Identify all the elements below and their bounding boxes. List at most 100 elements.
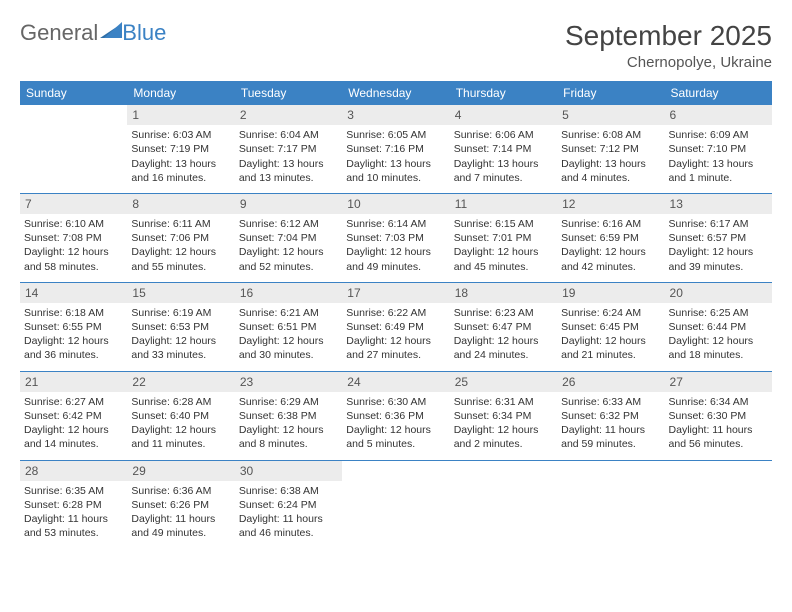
day-number: 26 xyxy=(557,372,664,392)
calendar-cell: 13Sunrise: 6:17 AMSunset: 6:57 PMDayligh… xyxy=(665,193,772,282)
calendar-cell: 4 Sunrise: 6:06 AMSunset: 7:14 PMDaylight… xyxy=(450,105,557,193)
weekday-header: Wednesday xyxy=(342,81,449,105)
day-number: 22 xyxy=(127,372,234,392)
logo-text-general: General xyxy=(20,20,98,46)
day-number: 11 xyxy=(450,194,557,214)
calendar-row: 21 Sunrise: 6:27 AMSunset: 6:42 PMDayligh… xyxy=(20,371,772,460)
calendar-cell: 14 Sunrise: 6:18 AMSunset: 6:55 PMDayligh… xyxy=(20,282,127,371)
day-number: 24 xyxy=(342,372,449,392)
day-info: Sunrise: 6:24 AMSunset: 6:45 PMDaylight:… xyxy=(561,306,660,363)
day-number: 9 xyxy=(235,194,342,214)
day-number: 2 xyxy=(235,105,342,125)
day-info: Sunrise: 6:06 AMSunset: 7:14 PMDaylight:… xyxy=(454,128,553,185)
calendar-cell xyxy=(450,460,557,548)
day-number: 19 xyxy=(557,283,664,303)
day-info: Sunrise: 6:05 AMSunset: 7:16 PMDaylight:… xyxy=(346,128,445,185)
calendar-cell: 23 Sunrise: 6:29 AMSunset: 6:38 PMDayligh… xyxy=(235,371,342,460)
day-number: 6 xyxy=(665,105,772,125)
logo: General Blue xyxy=(20,20,166,46)
weekday-header: Saturday xyxy=(665,81,772,105)
calendar-cell: 5 Sunrise: 6:08 AMSunset: 7:12 PMDaylight… xyxy=(557,105,664,193)
day-info: Sunrise: 6:29 AMSunset: 6:38 PMDaylight:… xyxy=(239,395,338,452)
calendar-cell: 26 Sunrise: 6:33 AMSunset: 6:32 PMDayligh… xyxy=(557,371,664,460)
day-info: Sunrise: 6:36 AMSunset: 6:26 PMDaylight:… xyxy=(131,484,230,541)
day-info: Sunrise: 6:25 AMSunset: 6:44 PMDaylight:… xyxy=(669,306,768,363)
day-number: 4 xyxy=(450,105,557,125)
day-info: Sunrise: 6:14 AMSunset: 7:03 PMDaylight:… xyxy=(346,217,445,274)
calendar-cell xyxy=(20,105,127,193)
calendar-cell: 18Sunrise: 6:23 AMSunset: 6:47 PMDayligh… xyxy=(450,282,557,371)
day-number: 27 xyxy=(665,372,772,392)
calendar-cell: 1Sunrise: 6:03 AMSunset: 7:19 PMDaylight… xyxy=(127,105,234,193)
day-number: 30 xyxy=(235,461,342,481)
day-info: Sunrise: 6:15 AMSunset: 7:01 PMDaylight:… xyxy=(454,217,553,274)
calendar-row: 7Sunrise: 6:10 AMSunset: 7:08 PMDaylight… xyxy=(20,193,772,282)
day-info: Sunrise: 6:10 AMSunset: 7:08 PMDaylight:… xyxy=(24,217,123,274)
calendar-cell: 15 Sunrise: 6:19 AMSunset: 6:53 PMDayligh… xyxy=(127,282,234,371)
calendar-cell: 11 Sunrise: 6:15 AMSunset: 7:01 PMDayligh… xyxy=(450,193,557,282)
calendar-cell: 21 Sunrise: 6:27 AMSunset: 6:42 PMDayligh… xyxy=(20,371,127,460)
day-info: Sunrise: 6:33 AMSunset: 6:32 PMDaylight:… xyxy=(561,395,660,452)
weekday-header-row: SundayMondayTuesdayWednesdayThursdayFrid… xyxy=(20,81,772,105)
calendar: SundayMondayTuesdayWednesdayThursdayFrid… xyxy=(20,81,772,548)
calendar-cell: 30 Sunrise: 6:38 AMSunset: 6:24 PMDayligh… xyxy=(235,460,342,548)
month-title: September 2025 xyxy=(565,20,772,52)
day-number: 23 xyxy=(235,372,342,392)
calendar-cell: 20 Sunrise: 6:25 AMSunset: 6:44 PMDayligh… xyxy=(665,282,772,371)
calendar-cell: 9Sunrise: 6:12 AMSunset: 7:04 PMDaylight… xyxy=(235,193,342,282)
day-info: Sunrise: 6:23 AMSunset: 6:47 PMDaylight:… xyxy=(454,306,553,363)
calendar-cell: 3 Sunrise: 6:05 AMSunset: 7:16 PMDaylight… xyxy=(342,105,449,193)
logo-text-blue: Blue xyxy=(122,20,166,46)
day-info: Sunrise: 6:30 AMSunset: 6:36 PMDaylight:… xyxy=(346,395,445,452)
calendar-cell: 17Sunrise: 6:22 AMSunset: 6:49 PMDayligh… xyxy=(342,282,449,371)
day-info: Sunrise: 6:08 AMSunset: 7:12 PMDaylight:… xyxy=(561,128,660,185)
weekday-header: Tuesday xyxy=(235,81,342,105)
day-number: 29 xyxy=(127,461,234,481)
day-info: Sunrise: 6:19 AMSunset: 6:53 PMDaylight:… xyxy=(131,306,230,363)
day-info: Sunrise: 6:11 AMSunset: 7:06 PMDaylight:… xyxy=(131,217,230,274)
day-info: Sunrise: 6:04 AMSunset: 7:17 PMDaylight:… xyxy=(239,128,338,185)
calendar-cell: 24 Sunrise: 6:30 AMSunset: 6:36 PMDayligh… xyxy=(342,371,449,460)
day-number: 28 xyxy=(20,461,127,481)
calendar-cell: 19 Sunrise: 6:24 AMSunset: 6:45 PMDayligh… xyxy=(557,282,664,371)
calendar-cell: 12Sunrise: 6:16 AMSunset: 6:59 PMDayligh… xyxy=(557,193,664,282)
day-info: Sunrise: 6:21 AMSunset: 6:51 PMDaylight:… xyxy=(239,306,338,363)
day-number: 21 xyxy=(20,372,127,392)
day-number: 17 xyxy=(342,283,449,303)
calendar-cell: 6 Sunrise: 6:09 AMSunset: 7:10 PMDaylight… xyxy=(665,105,772,193)
day-info: Sunrise: 6:38 AMSunset: 6:24 PMDaylight:… xyxy=(239,484,338,541)
day-info: Sunrise: 6:34 AMSunset: 6:30 PMDaylight:… xyxy=(669,395,768,452)
calendar-body: 1Sunrise: 6:03 AMSunset: 7:19 PMDaylight… xyxy=(20,105,772,548)
day-number: 20 xyxy=(665,283,772,303)
calendar-row: 28Sunrise: 6:35 AMSunset: 6:28 PMDayligh… xyxy=(20,460,772,548)
day-info: Sunrise: 6:17 AMSunset: 6:57 PMDaylight:… xyxy=(669,217,768,274)
day-info: Sunrise: 6:31 AMSunset: 6:34 PMDaylight:… xyxy=(454,395,553,452)
location: Chernopolye, Ukraine xyxy=(565,54,772,71)
day-number: 10 xyxy=(342,194,449,214)
day-number: 8 xyxy=(127,194,234,214)
header: General Blue September 2025 Chernopolye,… xyxy=(20,20,772,71)
calendar-cell: 7Sunrise: 6:10 AMSunset: 7:08 PMDaylight… xyxy=(20,193,127,282)
calendar-cell: 16 Sunrise: 6:21 AMSunset: 6:51 PMDayligh… xyxy=(235,282,342,371)
calendar-cell: 27 Sunrise: 6:34 AMSunset: 6:30 PMDayligh… xyxy=(665,371,772,460)
day-info: Sunrise: 6:18 AMSunset: 6:55 PMDaylight:… xyxy=(24,306,123,363)
day-number: 3 xyxy=(342,105,449,125)
calendar-cell: 10 Sunrise: 6:14 AMSunset: 7:03 PMDayligh… xyxy=(342,193,449,282)
day-number: 14 xyxy=(20,283,127,303)
weekday-header: Thursday xyxy=(450,81,557,105)
logo-icon xyxy=(100,20,122,46)
day-number: 5 xyxy=(557,105,664,125)
day-info: Sunrise: 6:09 AMSunset: 7:10 PMDaylight:… xyxy=(669,128,768,185)
calendar-cell: 8 Sunrise: 6:11 AMSunset: 7:06 PMDaylight… xyxy=(127,193,234,282)
weekday-header: Sunday xyxy=(20,81,127,105)
day-number: 15 xyxy=(127,283,234,303)
weekday-header: Monday xyxy=(127,81,234,105)
calendar-cell xyxy=(342,460,449,548)
calendar-cell: 29 Sunrise: 6:36 AMSunset: 6:26 PMDayligh… xyxy=(127,460,234,548)
day-number: 16 xyxy=(235,283,342,303)
day-info: Sunrise: 6:03 AMSunset: 7:19 PMDaylight:… xyxy=(131,128,230,185)
day-info: Sunrise: 6:28 AMSunset: 6:40 PMDaylight:… xyxy=(131,395,230,452)
title-block: September 2025 Chernopolye, Ukraine xyxy=(565,20,772,71)
day-number: 25 xyxy=(450,372,557,392)
day-info: Sunrise: 6:27 AMSunset: 6:42 PMDaylight:… xyxy=(24,395,123,452)
